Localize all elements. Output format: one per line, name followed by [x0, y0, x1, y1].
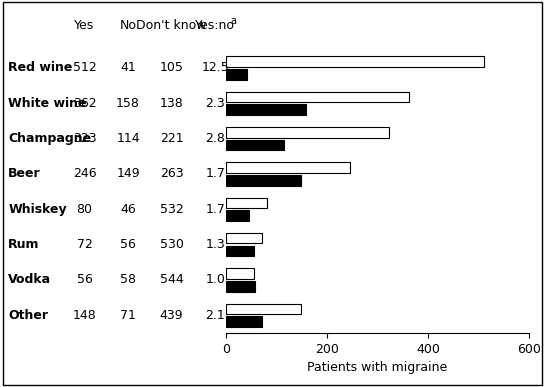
Text: 2.8: 2.8 — [205, 132, 225, 145]
Text: a: a — [231, 15, 237, 26]
Text: 544: 544 — [160, 273, 184, 286]
Text: Beer: Beer — [8, 168, 41, 180]
X-axis label: Patients with migraine: Patients with migraine — [307, 361, 447, 374]
Bar — [226, 281, 256, 291]
Bar — [226, 92, 409, 102]
Text: 512: 512 — [72, 62, 96, 74]
Text: 263: 263 — [160, 168, 184, 180]
Text: Yes:no: Yes:no — [195, 19, 235, 32]
Text: 138: 138 — [160, 97, 184, 110]
Text: Whiskey: Whiskey — [8, 203, 67, 216]
Bar — [226, 268, 255, 279]
Text: No: No — [119, 19, 137, 32]
Text: 148: 148 — [72, 309, 96, 322]
Text: 58: 58 — [120, 273, 136, 286]
Text: 532: 532 — [160, 203, 184, 216]
Bar — [226, 104, 306, 115]
Text: 72: 72 — [76, 238, 93, 251]
Text: 246: 246 — [72, 168, 96, 180]
Text: 56: 56 — [120, 238, 136, 251]
Text: 46: 46 — [120, 203, 136, 216]
Text: 12.5: 12.5 — [202, 62, 229, 74]
Text: 1.7: 1.7 — [205, 203, 225, 216]
Bar — [226, 127, 389, 137]
Text: 158: 158 — [116, 97, 140, 110]
Bar — [226, 198, 267, 208]
Text: 56: 56 — [76, 273, 93, 286]
Text: 80: 80 — [76, 203, 93, 216]
Text: 362: 362 — [72, 97, 96, 110]
Text: White wine: White wine — [8, 97, 87, 110]
Text: 149: 149 — [116, 168, 140, 180]
Text: Don't know: Don't know — [136, 19, 207, 32]
Bar — [226, 140, 283, 150]
Bar — [226, 57, 485, 67]
Bar — [226, 210, 250, 221]
Text: 1.0: 1.0 — [205, 273, 225, 286]
Text: 221: 221 — [160, 132, 184, 145]
Text: 2.1: 2.1 — [205, 309, 225, 322]
Bar — [226, 233, 263, 243]
Bar — [226, 303, 301, 314]
Text: 114: 114 — [116, 132, 140, 145]
Bar — [226, 69, 247, 80]
Text: Other: Other — [8, 309, 48, 322]
Text: 1.3: 1.3 — [205, 238, 225, 251]
Bar — [226, 175, 301, 185]
Text: 2.3: 2.3 — [205, 97, 225, 110]
Bar — [226, 246, 255, 256]
Text: Rum: Rum — [8, 238, 40, 251]
Text: 439: 439 — [160, 309, 184, 322]
Text: Red wine: Red wine — [8, 62, 72, 74]
Text: 1.7: 1.7 — [205, 168, 225, 180]
Text: 530: 530 — [160, 238, 184, 251]
Bar — [226, 316, 262, 327]
Text: 323: 323 — [72, 132, 96, 145]
Text: 71: 71 — [120, 309, 136, 322]
Bar — [226, 162, 350, 173]
Text: Yes: Yes — [74, 19, 95, 32]
Text: 41: 41 — [120, 62, 136, 74]
Text: 105: 105 — [160, 62, 184, 74]
Text: Champagne: Champagne — [8, 132, 92, 145]
Text: Vodka: Vodka — [8, 273, 51, 286]
